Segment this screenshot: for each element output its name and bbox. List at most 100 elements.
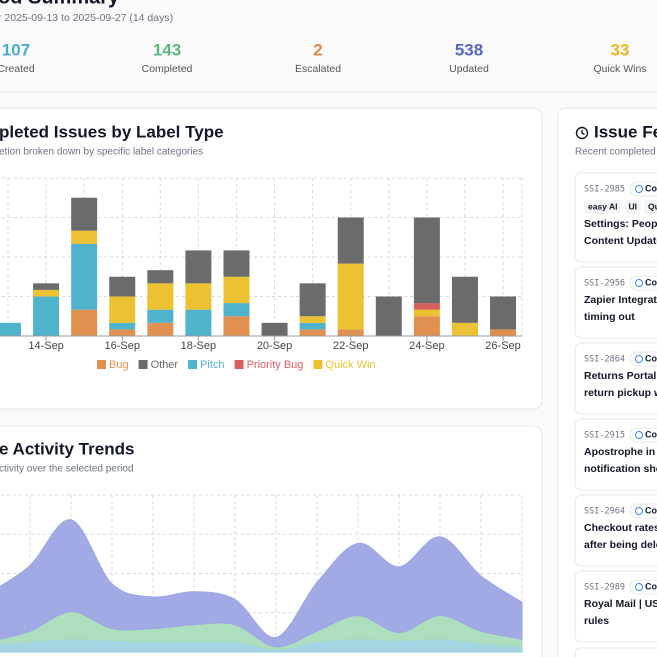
legend-swatch: [313, 360, 323, 369]
bar-segment: [109, 276, 136, 297]
status-badge: [629, 275, 657, 291]
bar-segment: [299, 322, 326, 330]
bar-segment: [71, 230, 98, 244]
area-title: e Activity Trends: [0, 439, 134, 458]
x-tick-label: 14-Sep: [28, 340, 63, 352]
status-icon: [635, 185, 643, 193]
legend-label[interactable]: Bug: [109, 359, 129, 371]
issue-title: after being delet: [584, 539, 657, 551]
status-icon: [635, 431, 643, 439]
bar-segment: [0, 322, 21, 336]
issue-id: SSI-2864: [584, 355, 625, 365]
bar-segment: [337, 263, 364, 330]
legend-swatch: [138, 360, 148, 369]
bar-segment: [375, 296, 402, 336]
bar-segment: [185, 283, 212, 310]
issue-title: notification show: [584, 463, 657, 475]
issue-id: SSI-2964: [584, 507, 625, 517]
status-text: Co: [645, 581, 657, 591]
x-tick-label: 16-Sep: [104, 340, 139, 352]
bar-segment: [33, 289, 60, 297]
issue-title: return pickup wi: [584, 387, 657, 399]
issue-title: Content Updates: [584, 235, 657, 247]
bar-segment: [337, 329, 364, 336]
bar-segment: [223, 276, 250, 304]
bar-segment: [223, 303, 250, 317]
issue-title: Returns Portal |: [584, 370, 657, 382]
page-subtitle: r 2025-09-13 to 2025-09-27 (14 days): [0, 12, 173, 24]
issue-id: SSI-2989: [584, 583, 625, 593]
feed-subtitle: Recent completed: [575, 147, 656, 158]
stat-label: Escalated: [295, 63, 341, 75]
status-badge: [629, 427, 657, 443]
stat-label: Created: [0, 63, 35, 75]
bar-segment: [299, 283, 326, 317]
bar-segment: [223, 316, 250, 336]
stat-label: Completed: [142, 63, 193, 75]
bar-segment: [223, 250, 250, 277]
bar-segment: [299, 329, 326, 336]
legend-label[interactable]: Quick Win: [325, 359, 375, 371]
status-badge: [629, 181, 657, 197]
bar-segment: [33, 296, 60, 336]
stat-label: Quick Wins: [593, 63, 646, 75]
tag-text: UI: [628, 201, 637, 211]
tag-text: easy AI: [588, 201, 617, 211]
bar-card: [0, 107, 543, 410]
status-text: Co: [645, 183, 657, 193]
bar-segment: [147, 322, 174, 336]
legend-swatch: [188, 360, 198, 369]
issue-id: SSI-2956: [584, 279, 625, 289]
bar-segment: [71, 197, 98, 231]
bar-segment: [109, 322, 136, 330]
bar-segment: [451, 276, 478, 323]
bar-segment: [147, 283, 174, 310]
feed-item[interactable]: [574, 647, 657, 657]
area-band: [0, 519, 523, 648]
status-text: Co: [645, 429, 657, 439]
tag: [643, 200, 657, 214]
status-icon: [635, 355, 643, 363]
status-icon: [635, 507, 643, 515]
legend-label[interactable]: Priority Bug: [247, 359, 304, 371]
stat-value: 538: [455, 40, 483, 59]
area-subtitle: ctivity over the selected period: [0, 464, 134, 475]
status-icon: [635, 279, 643, 287]
bar-segment: [71, 309, 98, 336]
x-tick-label: 26-Sep: [485, 340, 520, 352]
issue-title: Apostrophe in su: [584, 446, 657, 458]
issue-title: rules: [584, 615, 609, 627]
issue-title: Zapier Integratio: [584, 294, 657, 306]
x-tick-label: 24-Sep: [409, 340, 444, 352]
bar-segment: [185, 309, 212, 336]
bar-segment: [490, 296, 517, 330]
page-title: od Summary: [0, 0, 120, 8]
issue-title: Settings: People: [584, 218, 657, 230]
tag-text: Qui: [648, 201, 657, 211]
bar-segment: [413, 303, 440, 310]
clock-icon: [575, 126, 589, 140]
stat-value: 107: [2, 40, 30, 59]
status-text: Co: [645, 353, 657, 363]
issue-title: timing out: [584, 311, 635, 323]
legend-label[interactable]: Pitch: [200, 359, 224, 371]
status-icon: [635, 583, 643, 591]
bar-segment: [451, 322, 478, 336]
tag: [624, 200, 641, 214]
bar-segment: [299, 316, 326, 323]
stat-value: 2: [313, 40, 322, 59]
legend-label[interactable]: Other: [151, 359, 179, 371]
bar-segment: [413, 316, 440, 336]
issue-title: Royal Mail | US s: [584, 598, 657, 610]
bar-segment: [147, 270, 174, 284]
issue-id: SSI-2985: [584, 185, 625, 195]
bar-segment: [490, 329, 517, 336]
feed-title: Issue Fe: [594, 122, 657, 141]
status-badge: [629, 579, 657, 595]
status-badge: [629, 503, 657, 519]
legend-swatch: [97, 360, 106, 369]
bar-segment: [413, 217, 440, 304]
bar-title: pleted Issues by Label Type: [0, 122, 224, 141]
